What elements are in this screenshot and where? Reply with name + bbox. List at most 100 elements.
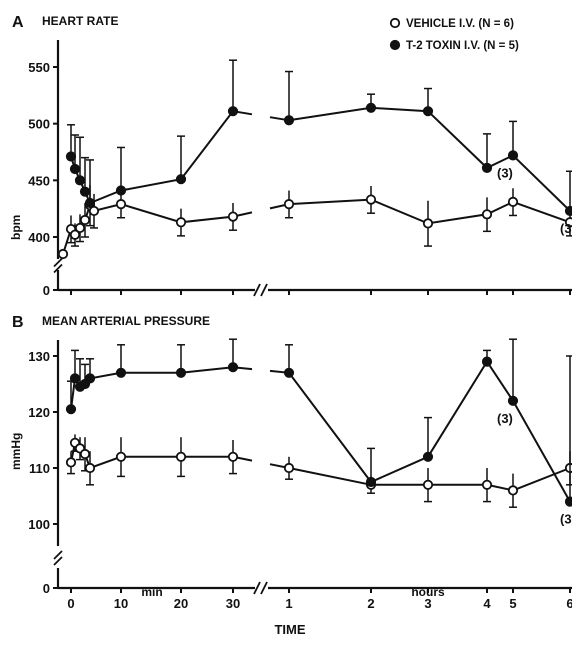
panel-b-xtick-label-0: 0 [67, 596, 74, 611]
panel-a-title: HEART RATE [42, 14, 118, 28]
panel-a-series-t2-point-0 [65, 151, 77, 162]
panel-a-series-t2-point-11 [481, 162, 493, 173]
panel-b-y-break-2 [53, 556, 63, 566]
panel-a-ytick-label-zero: 0 [43, 283, 50, 298]
panel-b-ylabel: mmHg [9, 433, 23, 470]
panel-a-series-t2-point-10 [422, 106, 434, 117]
panel-b-xtick-label-1: 1 [285, 596, 292, 611]
panel-a-x-break-1 [253, 283, 261, 297]
panel-b-letter: B [12, 314, 24, 331]
panel-b-xtick-label-4: 4 [483, 596, 491, 611]
panel-a-series-vehicle-point-15 [564, 217, 572, 228]
panel-b-annotation-1: (3 [560, 512, 572, 527]
panel-a-series-t2-point-13 [564, 205, 572, 217]
panel-a-ytick-label-450: 450 [28, 173, 50, 188]
panel-a-series-vehicle-point-11 [365, 194, 377, 205]
legend-open-marker [389, 17, 401, 29]
panel-b-series-vehicle-point-10 [422, 479, 434, 490]
panel-b-series-t2-point-11 [481, 356, 493, 367]
panel-b-plot: 100 110 120 130 0 0 10 20 30 1 2 3 4 5 6 (3) (3 [28, 338, 572, 611]
panel-b-series-vehicle-point-13 [564, 462, 572, 474]
panel-b-series-vehicle-point-3 [79, 448, 91, 460]
x-axis-label: TIME [274, 622, 305, 637]
panel-a-y-break-1 [53, 257, 63, 268]
panel-a-series-t2-point-4 [84, 197, 96, 209]
panel-a-annotation-0: (3) [497, 165, 513, 180]
panel-a-series-vehicle-point-2 [69, 229, 81, 240]
panel-a-series-t2-point-7 [227, 106, 239, 117]
panel-a-x-break-2 [260, 283, 268, 297]
panel-a-series-t2-point-2 [74, 175, 86, 186]
panel-a-series-t2-point-9 [365, 102, 377, 113]
panel-b-series-vehicle-point-5 [115, 451, 127, 462]
panel-a-series-t2-point-3 [79, 186, 91, 197]
legend-label-vehicle: VEHICLE I.V. (N = 6) [406, 18, 514, 30]
panel-b-series-vehicle-point-4 [84, 462, 96, 474]
panel-b-series-vehicle-point-6 [175, 451, 187, 462]
panel-a-y-break-2 [53, 263, 63, 274]
panel-b-series-t2-point-12 [507, 395, 519, 406]
panel-a-series-vehicle-point-4 [79, 214, 91, 226]
panel-b-series-t2-point-9 [365, 476, 377, 488]
panel-b-ytick-label-130: 130 [28, 349, 50, 364]
panel-a-ytick-label-400: 400 [28, 230, 50, 245]
panel-b-series-t2-point-0 [65, 404, 77, 415]
panel-b-series-t2-point-13 [564, 496, 572, 507]
panel-a-ylabel: bpm [9, 215, 23, 240]
panel-b-xtick-label-2: 2 [367, 596, 374, 611]
panel-b-x-break-1 [253, 581, 261, 595]
panel-b-series-t2-point-1 [69, 373, 81, 384]
panel-a-series-vehicle-point-0 [57, 248, 69, 260]
panel-b-ytick-label-120: 120 [28, 405, 50, 420]
panel-b-y-break-1 [53, 550, 63, 560]
panel-b-series-vehicle-line [70, 440, 571, 492]
panel-b-series-vehicle-point-8 [283, 462, 295, 474]
panel-a-series-t2-point-5 [115, 185, 127, 196]
panel-a-series-t2-line [70, 106, 571, 212]
panel-b-series-vehicle-point-7 [227, 451, 239, 462]
panel-b-series-t2-point-6 [175, 367, 187, 378]
panel-a-series-vehicle-line [62, 198, 571, 255]
panel-b-xtick-label-10: 10 [114, 596, 128, 611]
panel-b-series-t2-point-10 [422, 451, 434, 462]
panel-b-series-t2-point-4 [84, 373, 96, 384]
panel-a-series-t2-point-8 [283, 115, 295, 126]
panel-a-series-vehicle-point-6 [88, 205, 100, 217]
panel-a-ytick-label-550: 550 [28, 60, 50, 75]
panel-b-series-vehicle-point-11 [481, 479, 493, 490]
panel-b-x-break-2 [260, 581, 268, 595]
panel-b-xtick-label-20: 20 [174, 596, 188, 611]
panel-a-series-vehicle-point-14 [507, 196, 519, 207]
panel-b-ytick-label-110: 110 [29, 461, 50, 476]
panel-b-ytick-label-100: 100 [28, 517, 50, 532]
panel-a-annotation-1: (3 [560, 221, 572, 236]
panel-b-xtick-label-5: 5 [509, 596, 516, 611]
panel-a-series-vehicle-point-3 [74, 222, 86, 234]
panel-b-series-vehicle-point-12 [507, 485, 519, 496]
panel-a-series-t2-point-1 [69, 163, 81, 175]
panel-b-annotation-0: (3) [497, 411, 513, 426]
panel-a-series-t2-point-6 [175, 174, 187, 185]
panel-a-series-t2-point-12 [507, 150, 519, 161]
panel-b-ytick-label-zero: 0 [43, 581, 50, 596]
legend-label-t2-toxin: T-2 TOXIN I.V. (N = 5) [406, 40, 519, 52]
legend-filled-marker [389, 39, 401, 51]
panel-a-series-vehicle-point-8 [175, 217, 187, 228]
panel-b-series-t2-point-8 [283, 367, 295, 378]
panel-b-series-vehicle-point-0 [65, 457, 77, 468]
panel-a-series-vehicle-point-12 [422, 218, 434, 229]
panel-a-series-vehicle-point-7 [115, 199, 127, 210]
panel-b-series-t2-point-5 [115, 367, 127, 378]
legend: VEHICLE I.V. (N = 6) T-2 TOXIN I.V. (N =… [389, 17, 519, 52]
panel-a-letter: A [12, 14, 24, 31]
panel-a-plot: 400 450 500 550 0 (3) (3 [28, 40, 572, 298]
panel-a-series-vehicle-point-9 [227, 211, 239, 222]
panel-b-series-t2-point-7 [227, 362, 239, 373]
panel-a-series-vehicle-point-13 [481, 209, 493, 220]
panel-b-xtick-label-3: 3 [424, 596, 431, 611]
panel-b-series-t2-line [70, 359, 571, 503]
panel-b-xtick-label-30: 30 [226, 596, 240, 611]
panel-b-xtick-label-6: 6 [566, 596, 572, 611]
panel-b-title: MEAN ARTERIAL PRESSURE [42, 314, 210, 328]
